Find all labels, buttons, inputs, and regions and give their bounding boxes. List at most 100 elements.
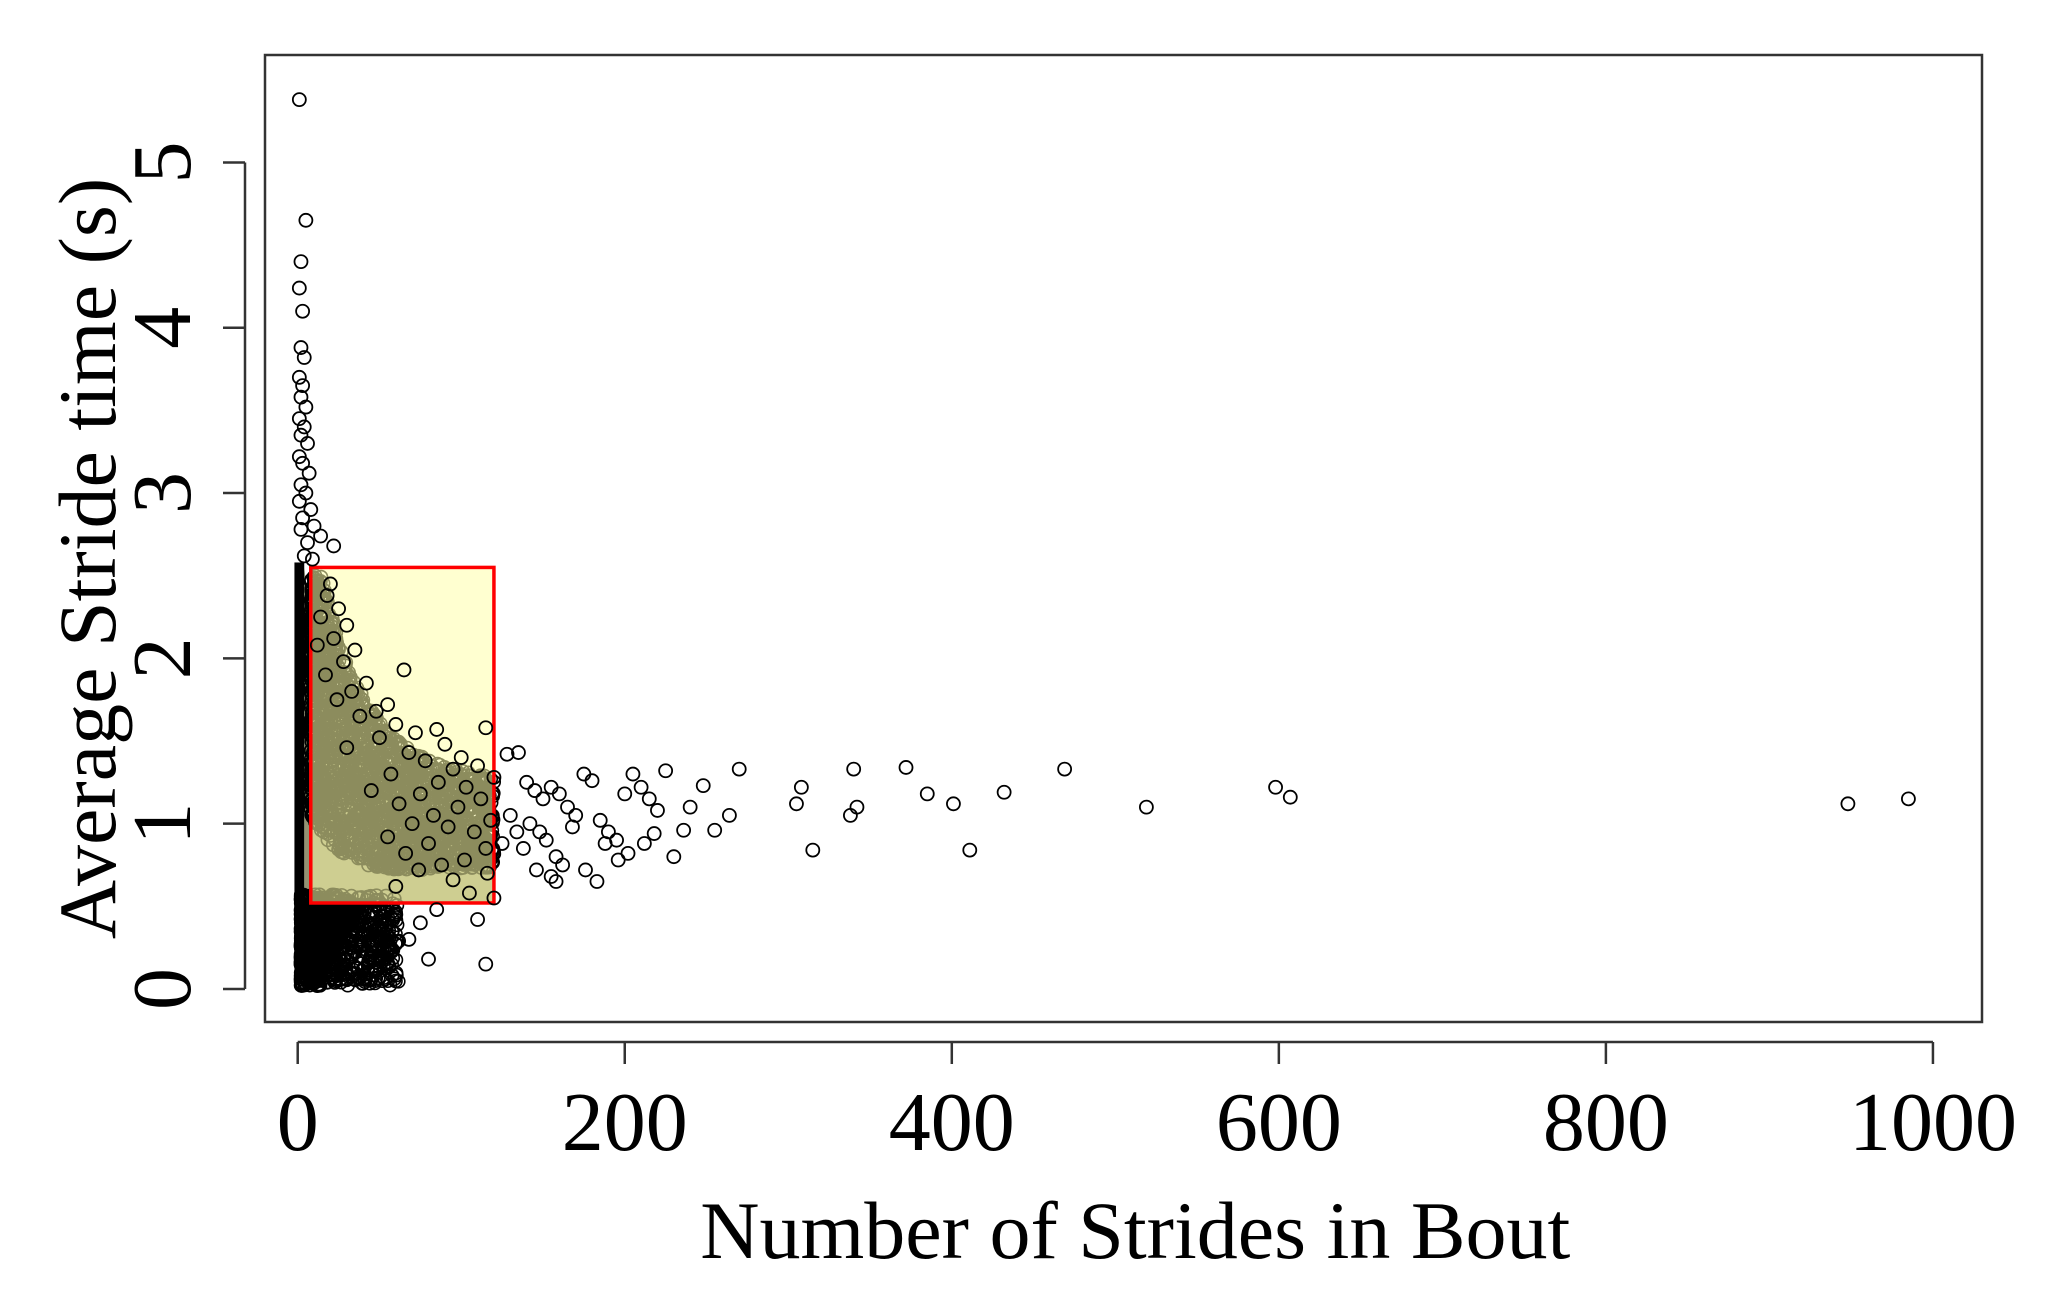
data-point — [551, 786, 567, 802]
data-point — [494, 836, 510, 851]
data-point — [519, 774, 535, 790]
data-point — [291, 280, 307, 296]
data-point — [293, 340, 309, 355]
data-point — [1282, 789, 1298, 805]
data-point — [363, 938, 379, 954]
data-point — [486, 890, 502, 906]
data-point — [355, 961, 371, 977]
data-point — [293, 427, 309, 443]
data-point — [633, 779, 649, 795]
data-point — [478, 720, 494, 736]
data-point — [358, 675, 374, 691]
data-point — [412, 915, 428, 931]
dense-column — [294, 562, 305, 981]
data-point — [396, 662, 412, 678]
highlight-region-layer — [309, 565, 496, 905]
data-point — [584, 773, 600, 789]
data-point — [426, 807, 441, 823]
data-point — [380, 697, 396, 713]
data-point — [383, 766, 399, 782]
data-point — [529, 862, 544, 878]
dense-marker — [347, 971, 362, 987]
data-point — [617, 786, 633, 802]
data-point — [450, 799, 466, 815]
data-point — [641, 791, 657, 807]
data-point — [509, 824, 525, 840]
data-point — [309, 978, 325, 994]
x-tick-label: 0 — [277, 1076, 319, 1169]
dense-marker — [363, 972, 379, 988]
data-point — [295, 303, 311, 319]
y-tick-label: 0 — [116, 968, 209, 1010]
data-point — [805, 842, 821, 858]
y-tick-label: 2 — [116, 637, 209, 679]
dense-marker — [344, 921, 360, 936]
x-axis: 0 200 400 600 800 1000 — [277, 1040, 2017, 1169]
data-point — [502, 807, 518, 823]
data-point — [440, 819, 456, 835]
data-point — [313, 609, 328, 625]
x-tick-label: 400 — [889, 1076, 1015, 1169]
data-point — [408, 725, 423, 741]
dense-marker — [293, 949, 309, 964]
data-point — [565, 819, 580, 835]
data-point — [421, 836, 436, 851]
data-point — [695, 778, 711, 794]
data-point — [479, 865, 495, 881]
data-point — [296, 419, 312, 435]
data-point — [658, 763, 674, 779]
y-tick-label: 5 — [116, 141, 209, 183]
data-point — [532, 824, 548, 840]
data-point — [434, 857, 450, 873]
data-point — [298, 399, 314, 415]
data-point — [368, 703, 384, 719]
data-point — [430, 774, 446, 790]
dense-marker — [372, 920, 388, 936]
data-point — [339, 740, 355, 756]
data-point — [421, 951, 436, 967]
data-point — [300, 535, 315, 551]
data-point — [919, 786, 935, 802]
data-point — [429, 722, 445, 737]
data-point — [722, 807, 737, 823]
data-point — [293, 254, 309, 270]
data-point — [429, 902, 445, 917]
data-point — [293, 477, 309, 493]
data-point — [636, 836, 652, 851]
x-tick-label: 800 — [1543, 1076, 1669, 1169]
data-point — [597, 836, 613, 851]
data-point — [336, 654, 351, 670]
data-point — [412, 786, 428, 802]
x-tick-label: 600 — [1216, 1076, 1342, 1169]
data-point — [625, 766, 641, 782]
data-point — [300, 436, 315, 451]
x-axis-title: Number of Strides in Bout — [700, 1185, 1570, 1276]
data-point — [527, 783, 543, 798]
dense-marker — [374, 948, 389, 964]
dense-marker — [318, 929, 334, 944]
plot-frame-layer — [263, 53, 1984, 1024]
data-point — [329, 692, 345, 708]
dense-marker — [388, 973, 403, 989]
data-point — [291, 411, 307, 427]
data-point — [404, 816, 420, 832]
data-point — [1901, 791, 1916, 807]
data-point — [319, 588, 335, 603]
data-point — [946, 796, 961, 812]
dense-marker — [332, 912, 348, 927]
data-point — [291, 92, 307, 108]
data-point — [543, 869, 559, 884]
y-axis: 0 1 2 3 4 5 — [116, 141, 247, 1010]
data-point — [380, 829, 396, 845]
data-point — [293, 522, 309, 537]
data-point — [352, 708, 368, 724]
data-point — [437, 736, 453, 752]
dense-marker — [374, 917, 390, 933]
data-point — [457, 852, 472, 868]
data-point — [453, 750, 469, 765]
data-point — [336, 951, 351, 967]
y-tick-label: 1 — [116, 803, 209, 845]
highlight-border — [309, 565, 496, 905]
data-point — [522, 816, 538, 832]
